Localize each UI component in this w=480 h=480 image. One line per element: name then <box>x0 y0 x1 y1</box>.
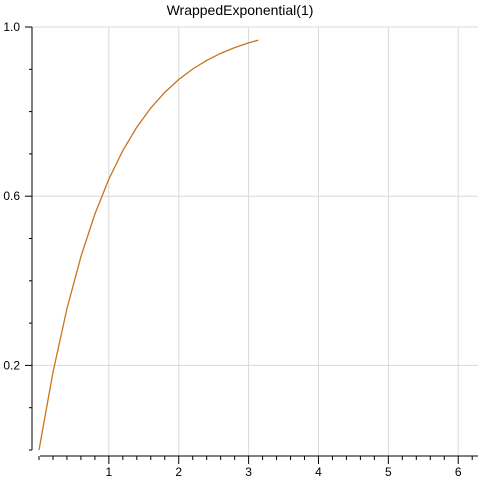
y-tick-label-3: 1.0 <box>3 20 20 34</box>
x-tick-label-3: 3 <box>245 465 252 479</box>
ticks <box>25 26 473 464</box>
axes <box>31 27 478 457</box>
y-tick-label-2: 0.6 <box>3 189 20 203</box>
y-tick-label-1: 0.2 <box>3 358 20 372</box>
tick-labels: 0.2 0.6 1.0 1 2 3 4 5 6 <box>3 20 462 479</box>
series <box>38 39 259 451</box>
x-tick-label-6: 6 <box>455 465 462 479</box>
series-line-1 <box>38 39 259 451</box>
x-tick-label-5: 5 <box>385 465 392 479</box>
grid <box>32 26 478 456</box>
chart-title: WrappedExponential(1) <box>167 2 314 18</box>
x-tick-label-2: 2 <box>175 465 182 479</box>
x-tick-label-4: 4 <box>315 465 322 479</box>
x-tick-label-1: 1 <box>106 465 113 479</box>
